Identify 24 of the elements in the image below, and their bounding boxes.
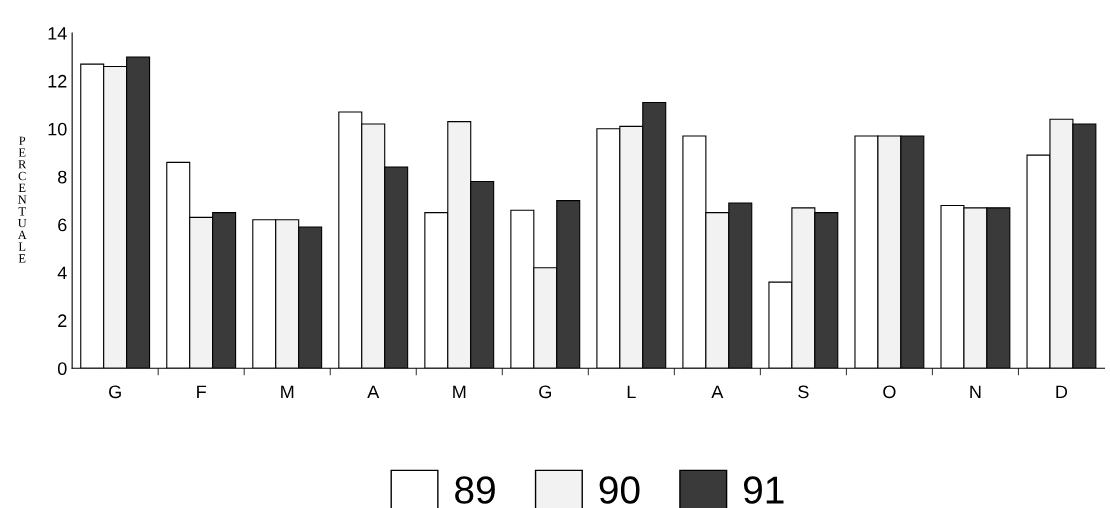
x-tick-label: G: [109, 385, 121, 399]
x-tick-label: M: [453, 385, 466, 399]
x-tick-label: A: [711, 385, 724, 399]
x-tick-label: A: [367, 385, 380, 399]
y-tick-label: 0: [57, 362, 67, 376]
y-tick-label: 2: [58, 314, 67, 327]
y-tick-label: 4: [57, 266, 67, 280]
x-tick-label: N: [970, 385, 981, 399]
x-tick-label: O: [883, 385, 896, 399]
x-tick-label: M: [281, 385, 294, 399]
y-tick-label: 10: [48, 122, 67, 136]
y-tick-label: 8: [58, 170, 67, 184]
y-tick-label: 6: [58, 218, 67, 232]
text: PERCENTUALE: [17, 136, 27, 263]
x-tick-label: D: [1056, 385, 1068, 399]
x-tick-label: G: [539, 385, 551, 399]
x-tick-label: F: [197, 385, 206, 399]
y-tick-label: 14: [48, 27, 67, 40]
x-tick-label: S: [798, 385, 809, 399]
y-tick-label: 12: [48, 74, 67, 88]
legend-label: 91: [743, 476, 784, 504]
legend-label: 89: [455, 476, 495, 504]
x-tick-label: L: [627, 385, 636, 399]
legend-label: 90: [599, 476, 640, 504]
